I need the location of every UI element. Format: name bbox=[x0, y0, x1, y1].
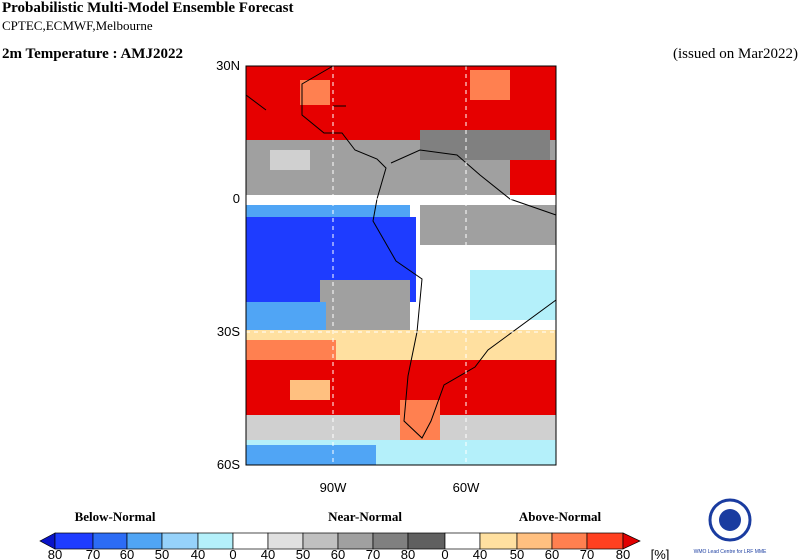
colorbar-tick-label: 0 bbox=[441, 547, 448, 560]
colorbar: 80 70 60 50 40 0 40 50 60 70 80 0 40 50 60 70 80 [%] Below… bbox=[39, 509, 670, 560]
logo: WMO Lead Centre for LRF MME bbox=[694, 498, 767, 555]
colorbar-tick-label: 40 bbox=[191, 547, 205, 560]
subtitle: CPTEC,ECMWF,Melbourne bbox=[2, 18, 153, 33]
colorbar-tick-label: 50 bbox=[155, 547, 169, 560]
colorbar-tick-label: 60 bbox=[331, 547, 345, 560]
colorbar-tick-label: 50 bbox=[296, 547, 310, 560]
colorbar-tick-label: 80 bbox=[48, 547, 62, 560]
colorbar-tick-label: 50 bbox=[510, 547, 524, 560]
colorbar-tick-label: 60 bbox=[545, 547, 559, 560]
colorbar-tick-label: 80 bbox=[401, 547, 415, 560]
lon-label: 90W bbox=[320, 480, 347, 495]
colorbar-tick-label: 70 bbox=[580, 547, 594, 560]
colorbar-tick-label: 70 bbox=[86, 547, 100, 560]
lat-label: 30S bbox=[217, 324, 240, 339]
lat-label: 0 bbox=[233, 191, 240, 206]
map bbox=[245, 65, 557, 466]
lat-label: 30N bbox=[216, 58, 240, 73]
colorbar-arrow bbox=[622, 532, 641, 550]
issued: (issued on Mar2022) bbox=[673, 46, 798, 62]
logo-text: WMO Lead Centre for LRF MME bbox=[694, 549, 767, 555]
colorbar-tick-label: 60 bbox=[120, 547, 134, 560]
legend-group: Near-Normal bbox=[328, 509, 402, 524]
title: Probabilistic Multi-Model Ensemble Forec… bbox=[2, 0, 294, 16]
colorbar-tick-label: 0 bbox=[229, 547, 236, 560]
colorbar-tick-label: 70 bbox=[366, 547, 380, 560]
lon-label: 60W bbox=[453, 480, 480, 495]
colorbar-tick-label: 40 bbox=[473, 547, 487, 560]
legend-group: Below-Normal bbox=[75, 509, 156, 524]
colorbar-tick-label: 80 bbox=[616, 547, 630, 560]
colorbar-tick-label: 40 bbox=[261, 547, 275, 560]
variable: 2m Temperature : AMJ2022 bbox=[2, 46, 183, 62]
colorbar-unit: [%] bbox=[651, 547, 670, 560]
lat-label: 60S bbox=[217, 457, 240, 472]
legend-group: Above-Normal bbox=[519, 509, 602, 524]
